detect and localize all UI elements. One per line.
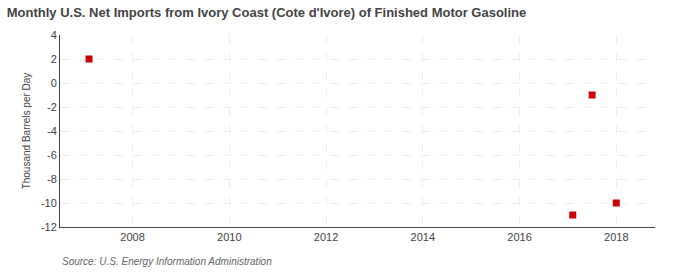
svg-text:2: 2	[51, 53, 57, 65]
svg-text:-6: -6	[47, 149, 57, 161]
svg-text:2016: 2016	[507, 231, 531, 243]
svg-text:4: 4	[51, 29, 57, 41]
svg-text:-2: -2	[47, 101, 57, 113]
svg-text:2008: 2008	[120, 231, 144, 243]
svg-text:-4: -4	[47, 125, 57, 137]
svg-text:-10: -10	[41, 197, 57, 209]
svg-text:Monthly U.S. Net Imports from: Monthly U.S. Net Imports from Ivory Coas…	[7, 5, 527, 20]
svg-text:2018: 2018	[604, 231, 628, 243]
svg-text:0: 0	[51, 77, 57, 89]
svg-text:-8: -8	[47, 173, 57, 185]
svg-text:Source: U.S. Energy Informatio: Source: U.S. Energy Information Administ…	[62, 256, 272, 267]
svg-text:2014: 2014	[411, 231, 435, 243]
svg-text:2010: 2010	[217, 231, 241, 243]
svg-text:2012: 2012	[314, 231, 338, 243]
svg-text:Thousand Barrels per Day: Thousand Barrels per Day	[21, 73, 32, 190]
svg-text:-12: -12	[41, 221, 57, 233]
